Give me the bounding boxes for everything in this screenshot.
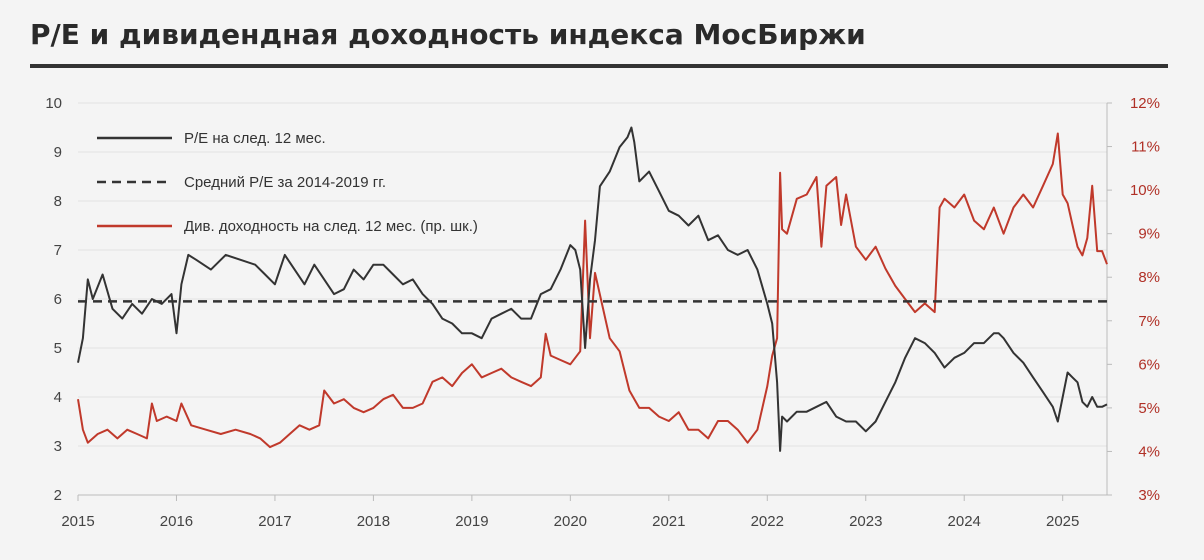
legend-label-avg: Средний P/E за 2014-2019 гг. — [184, 174, 386, 191]
y-axis-right: 3% 4% 5% 6% 7% 8% 9% 10% 11% 12% — [1107, 95, 1160, 504]
y-tick-label: 7 — [54, 242, 62, 259]
x-tick-label: 2018 — [357, 513, 390, 530]
y-tick-label: 8 — [54, 193, 62, 210]
legend-label-pe: P/E на след. 12 мес. — [184, 130, 326, 147]
y-tick-label: 2 — [54, 487, 62, 504]
y2-tick-label: 10% — [1130, 182, 1160, 199]
x-tick-label: 2024 — [948, 513, 981, 530]
x-tick-label: 2017 — [258, 513, 291, 530]
y2-tick-label: 6% — [1138, 356, 1160, 373]
x-tick-label: 2025 — [1046, 513, 1079, 530]
y2-tick-label: 5% — [1138, 400, 1160, 417]
y-tick-label: 10 — [45, 95, 62, 112]
y-tick-label: 9 — [54, 144, 62, 161]
series-pe-line — [77, 126, 1108, 452]
chart-title: P/E и дивидендная доходность индекса Мос… — [30, 18, 866, 51]
x-tick-label: 2022 — [751, 513, 784, 530]
y2-tick-label: 12% — [1130, 95, 1160, 112]
x-tick-label: 2023 — [849, 513, 882, 530]
x-tick-label: 2019 — [455, 513, 488, 530]
title-underline — [30, 64, 1168, 68]
x-axis: 2015 2016 2017 2018 2019 2020 2021 2022 2023 2024… — [61, 495, 1079, 530]
x-tick-label: 2016 — [160, 513, 193, 530]
y2-tick-label: 8% — [1138, 269, 1160, 286]
x-tick-label: 2020 — [554, 513, 587, 530]
x-tick-label: 2021 — [652, 513, 685, 530]
y2-tick-label: 3% — [1138, 487, 1160, 504]
y2-tick-label: 9% — [1138, 226, 1160, 243]
y-tick-label: 6 — [54, 291, 62, 308]
series-group — [77, 126, 1108, 452]
y-tick-label: 3 — [54, 438, 62, 455]
legend: P/E на след. 12 мес. Средний P/E за 2014… — [97, 130, 478, 235]
y2-tick-label: 4% — [1138, 443, 1160, 460]
series-div-yield-line — [77, 132, 1108, 449]
y-tick-label: 4 — [54, 389, 62, 406]
x-tick-label: 2015 — [61, 513, 94, 530]
y2-tick-label: 7% — [1138, 313, 1160, 330]
y-axis-left: 2 3 4 5 6 7 8 9 10 — [45, 95, 62, 504]
y-tick-label: 5 — [54, 340, 62, 357]
y2-tick-label: 11% — [1131, 139, 1160, 156]
legend-label-div: Див. доходность на след. 12 мес. (пр. шк… — [184, 218, 478, 235]
